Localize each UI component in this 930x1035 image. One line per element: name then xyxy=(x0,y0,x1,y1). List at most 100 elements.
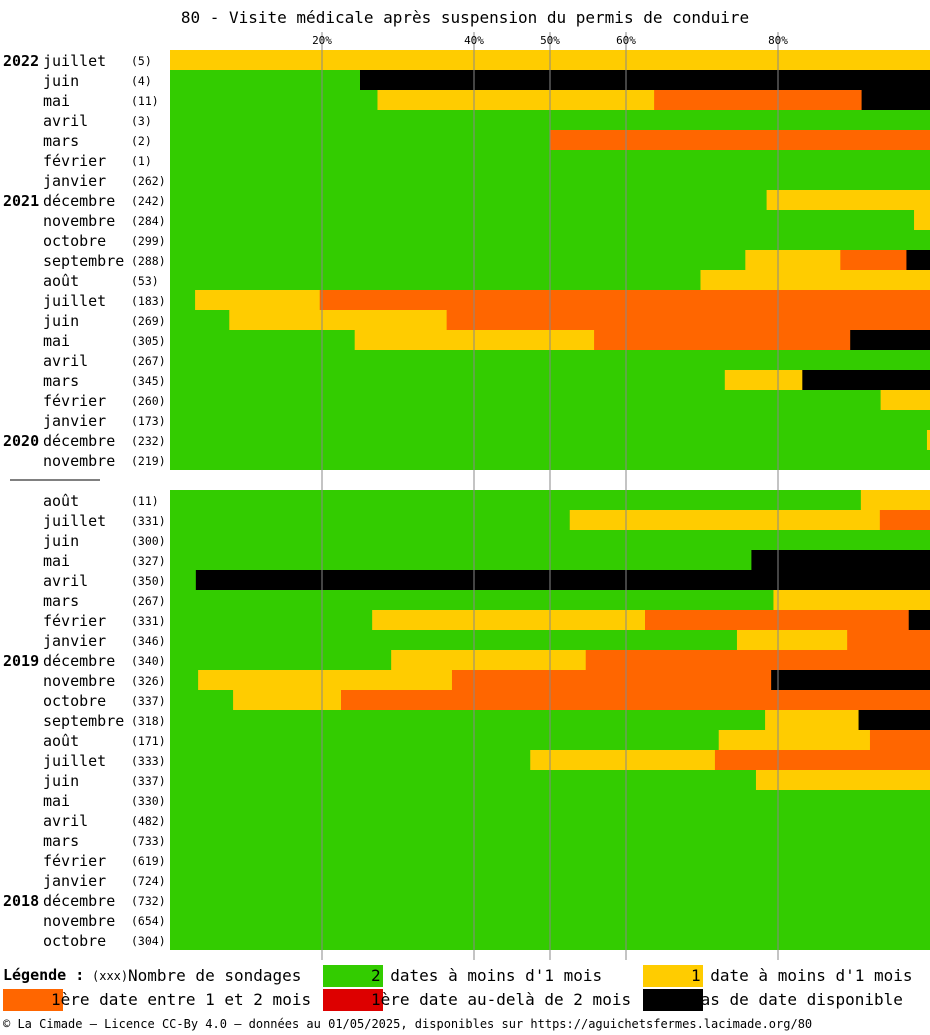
bar-segment xyxy=(170,190,768,210)
count-label: (260) xyxy=(131,394,166,408)
bar-segment xyxy=(700,270,930,290)
bar-segment xyxy=(745,250,841,270)
bar-segment xyxy=(714,750,930,770)
bar-segment xyxy=(195,570,930,590)
legend-label-black: pas de date disponible xyxy=(691,990,903,1009)
bar-segment xyxy=(170,690,234,710)
month-label: avril xyxy=(43,352,88,370)
month-label: janvier xyxy=(43,632,106,650)
count-label: (1) xyxy=(131,154,152,168)
month-label: mars xyxy=(43,592,79,610)
count-label: (5) xyxy=(131,54,152,68)
count-label: (318) xyxy=(131,714,166,728)
month-label: juillet xyxy=(43,52,106,70)
month-label: septembre xyxy=(43,252,124,270)
month-label: mars xyxy=(43,132,79,150)
bar-segment xyxy=(170,550,752,570)
tick-label: 40% xyxy=(464,34,484,47)
bar-segment xyxy=(170,430,928,450)
legend-count-label: Nombre de sondages xyxy=(128,966,302,985)
bar-segment xyxy=(869,730,930,750)
count-label: (3) xyxy=(131,114,152,128)
bar-segment xyxy=(170,390,882,410)
month-label: novembre xyxy=(43,212,115,230)
legend-count-marker: (xxx) xyxy=(92,969,129,983)
stacked-bar-chart: 2022 juillet (5)juin (4)mai (11)avril (3)mars… xyxy=(3,32,930,960)
bar-segment xyxy=(594,330,851,350)
count-label: (733) xyxy=(131,834,166,848)
count-label: (346) xyxy=(131,634,166,648)
month-label: juin xyxy=(43,532,79,550)
count-label: (11) xyxy=(131,94,159,108)
count-label: (724) xyxy=(131,874,166,888)
month-label: février xyxy=(43,152,106,170)
month-label: juin xyxy=(43,312,79,330)
month-label: septembre xyxy=(43,712,124,730)
month-label: août xyxy=(43,272,79,290)
legend-label-red: 1ère date au-delà de 2 mois xyxy=(371,990,632,1009)
month-label: décembre xyxy=(43,432,115,450)
bar-segment xyxy=(198,670,453,690)
count-label: (2) xyxy=(131,134,152,148)
month-label: juillet xyxy=(43,292,106,310)
legend-swatch-orange xyxy=(3,989,63,1011)
bar-segment xyxy=(569,510,881,530)
legend-label-green: 2 dates à moins d'1 mois xyxy=(371,966,603,985)
month-label: janvier xyxy=(43,172,106,190)
month-label: avril xyxy=(43,572,88,590)
bar-segment xyxy=(724,370,803,390)
bar-segment xyxy=(446,310,930,330)
bar-segment xyxy=(530,750,716,770)
count-label: (619) xyxy=(131,854,166,868)
month-label: novembre xyxy=(43,912,115,930)
bar-segment xyxy=(170,290,196,310)
bar-segment xyxy=(170,70,361,90)
bar-segment xyxy=(585,650,930,670)
count-label: (337) xyxy=(131,774,166,788)
tick-label: 80% xyxy=(768,34,788,47)
month-label: octobre xyxy=(43,932,106,950)
legend-swatch-black xyxy=(643,989,703,1011)
bar-segment xyxy=(645,610,910,630)
month-label: août xyxy=(43,492,79,510)
bar-segment xyxy=(341,690,930,710)
month-label: janvier xyxy=(43,412,106,430)
month-label: décembre xyxy=(43,892,115,910)
count-label: (326) xyxy=(131,674,166,688)
bar-segment xyxy=(170,330,356,350)
bar-segment xyxy=(170,490,862,510)
month-label: décembre xyxy=(43,652,115,670)
month-label: janvier xyxy=(43,872,106,890)
month-label: mai xyxy=(43,92,70,110)
count-label: (333) xyxy=(131,754,166,768)
bar-segment xyxy=(550,130,930,150)
month-label: octobre xyxy=(43,692,106,710)
legend-swatch-red xyxy=(323,989,383,1011)
count-label: (331) xyxy=(131,514,166,528)
bar-segment xyxy=(906,250,930,270)
month-label: février xyxy=(43,612,106,630)
bar-segment xyxy=(170,310,230,330)
count-label: (288) xyxy=(131,254,166,268)
count-label: (305) xyxy=(131,334,166,348)
bar-segment xyxy=(802,370,930,390)
count-label: (304) xyxy=(131,934,166,948)
count-label: (340) xyxy=(131,654,166,668)
bar-segment xyxy=(195,290,321,310)
month-label: avril xyxy=(43,812,88,830)
month-label: février xyxy=(43,852,106,870)
legend-label-yellow: 1 date à moins d'1 mois xyxy=(691,966,913,985)
count-label: (267) xyxy=(131,354,166,368)
bar-segment xyxy=(850,330,930,350)
bar-segment xyxy=(170,570,197,590)
legend-swatch-yellow xyxy=(643,965,703,987)
bar-segment xyxy=(765,710,860,730)
tick-label: 20% xyxy=(312,34,332,47)
legend-swatch-green xyxy=(323,965,383,987)
bar-segment xyxy=(372,610,646,630)
bar-segment xyxy=(360,70,930,90)
count-label: (732) xyxy=(131,894,166,908)
bar-segment xyxy=(170,370,726,390)
bar-segment xyxy=(170,650,392,670)
bar-segment xyxy=(451,670,772,690)
